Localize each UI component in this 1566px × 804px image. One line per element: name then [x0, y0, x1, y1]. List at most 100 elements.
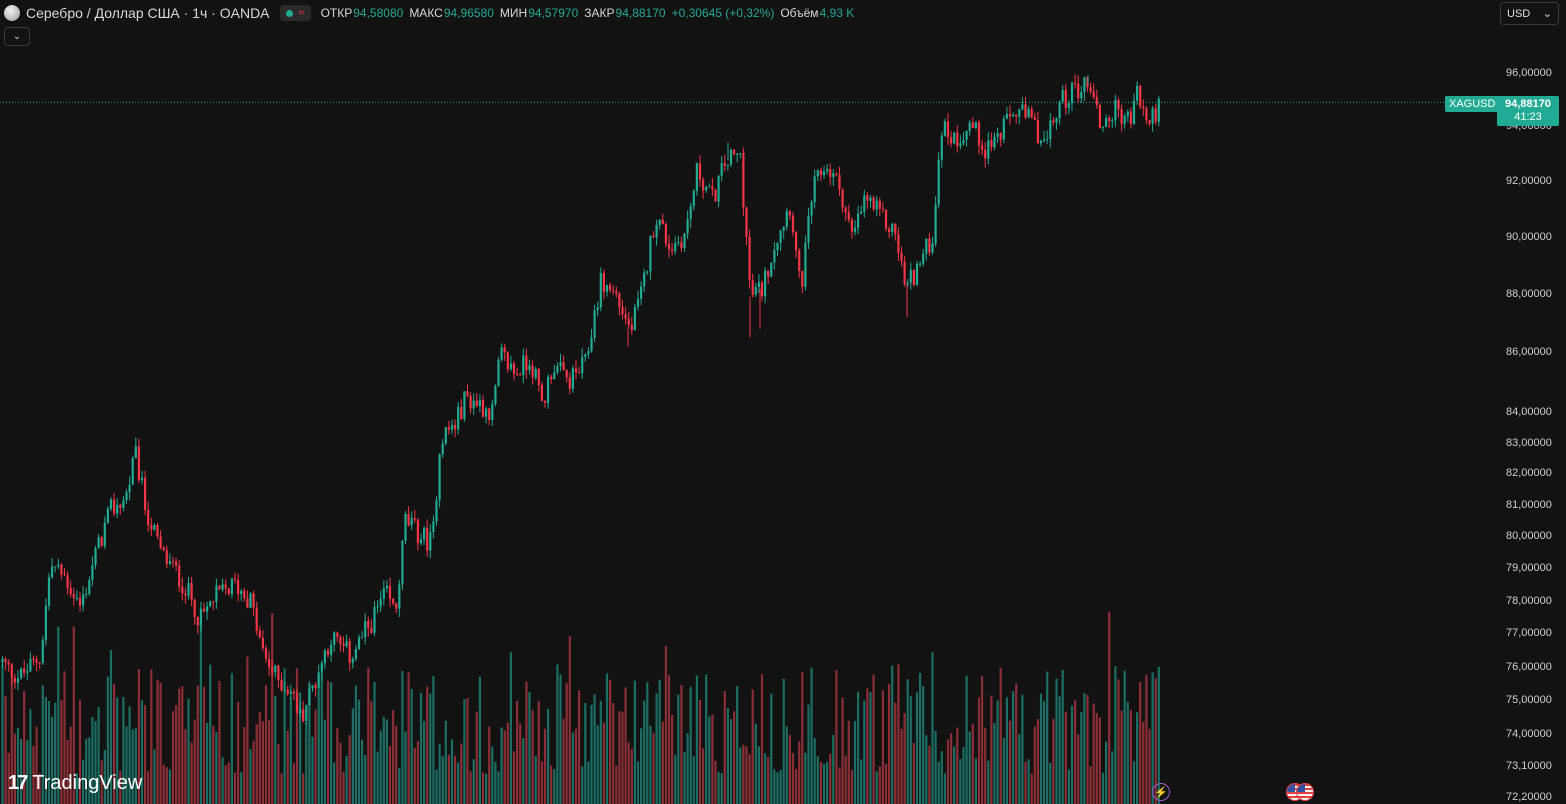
candle-body: [742, 153, 745, 208]
silver-coin-icon: [4, 5, 20, 21]
candle-body: [264, 648, 268, 659]
volume-bar: [237, 702, 240, 804]
volume-bar: [47, 700, 51, 804]
candle-body: [965, 130, 968, 140]
volume-bar: [230, 673, 233, 804]
volume-bar: [503, 730, 506, 804]
market-status-pill[interactable]: ≈: [279, 5, 311, 21]
candle-body: [392, 598, 395, 604]
candle-body: [23, 668, 26, 673]
chevron-down-icon: ⌄: [12, 31, 22, 42]
volume-bar: [187, 698, 190, 804]
candle-body: [348, 641, 351, 663]
volume-bar: [258, 712, 261, 804]
candle-body: [29, 658, 32, 672]
volume-bar: [720, 773, 723, 804]
candle-body: [565, 370, 568, 378]
candle-body: [444, 427, 447, 444]
volume-bar: [1092, 703, 1095, 804]
volume-bar: [547, 708, 550, 804]
symbol-title[interactable]: Серебро / Доллар США · 1ч · OANDA: [26, 5, 270, 21]
bar-countdown: 41:23: [1514, 111, 1542, 123]
candle-body: [128, 484, 131, 493]
volume-bar: [286, 730, 289, 804]
volume-bar: [965, 675, 968, 804]
candle-body: [190, 583, 193, 600]
price-axis-label: 75,00000: [1506, 694, 1552, 707]
volume-bar: [156, 679, 159, 804]
candle-body: [305, 705, 308, 722]
volume-bar: [742, 744, 745, 804]
volume-bar: [922, 686, 925, 804]
candle-body: [574, 368, 578, 373]
candle-body: [810, 202, 813, 216]
volume-bar: [537, 701, 540, 804]
candle-body: [919, 263, 922, 265]
candle-body: [702, 179, 705, 191]
volume-bar: [206, 722, 209, 804]
us-flag-icon[interactable]: [1296, 783, 1314, 801]
candle-body: [692, 190, 695, 207]
candle-body: [804, 242, 807, 287]
candle-body: [1070, 82, 1074, 104]
volume-bar: [23, 691, 26, 804]
candle-body: [776, 242, 779, 251]
candle-body: [609, 284, 612, 290]
candle-body: [841, 189, 844, 208]
candle-body: [881, 208, 884, 210]
candle-body: [299, 709, 302, 714]
volume-bar: [106, 676, 109, 804]
lightning-icon[interactable]: ⚡: [1152, 783, 1170, 801]
candle-body: [906, 282, 909, 285]
volume-bar: [915, 692, 919, 804]
volume-bar: [940, 751, 943, 804]
candle-body: [171, 561, 175, 563]
candle-body: [401, 540, 404, 585]
candle-body: [385, 585, 388, 589]
candle-body: [1145, 108, 1148, 121]
volume-bar: [968, 731, 971, 804]
volume-bar: [717, 771, 720, 804]
volume-bar: [925, 735, 928, 804]
volume-bar: [593, 694, 596, 804]
volume-bar: [323, 719, 326, 804]
candle-body: [630, 325, 633, 331]
volume-bar: [884, 763, 888, 804]
candle-body: [1052, 120, 1055, 123]
volume-bar: [953, 746, 956, 804]
candle-body: [764, 270, 767, 297]
candle-body: [934, 204, 937, 244]
candle-body: [593, 310, 596, 338]
candle-body: [1129, 111, 1132, 125]
volume-bar: [469, 771, 472, 804]
price-axis-label: 88,00000: [1506, 287, 1552, 300]
volume-bar: [1064, 711, 1067, 804]
candle-body: [116, 504, 119, 514]
volume-bar: [760, 674, 764, 804]
candle-body: [612, 289, 615, 292]
candle-body: [695, 163, 698, 191]
currency-select[interactable]: USD ⌄: [1500, 2, 1559, 25]
candle-body: [407, 513, 410, 526]
volume-bar: [850, 769, 853, 804]
candle-body: [441, 443, 444, 455]
candle-body: [78, 597, 82, 606]
collapse-legend-button[interactable]: ⌄: [4, 27, 30, 46]
candle-body: [370, 627, 373, 633]
volume-bar: [928, 745, 931, 804]
candle-body: [822, 171, 826, 176]
candle-body: [1123, 115, 1126, 124]
volume-bar: [184, 729, 187, 804]
volume-bar: [243, 727, 246, 804]
candle-body: [457, 406, 460, 430]
candle-body: [32, 658, 35, 660]
candle-body: [435, 500, 438, 522]
candle-body: [748, 237, 751, 281]
volume-bar: [977, 697, 981, 804]
volume-bar: [956, 727, 959, 804]
volume-bar: [599, 700, 602, 804]
tradingview-logo[interactable]: 17 TradingView: [8, 772, 142, 795]
volume-bar: [900, 728, 903, 804]
volume-bar: [88, 737, 91, 804]
